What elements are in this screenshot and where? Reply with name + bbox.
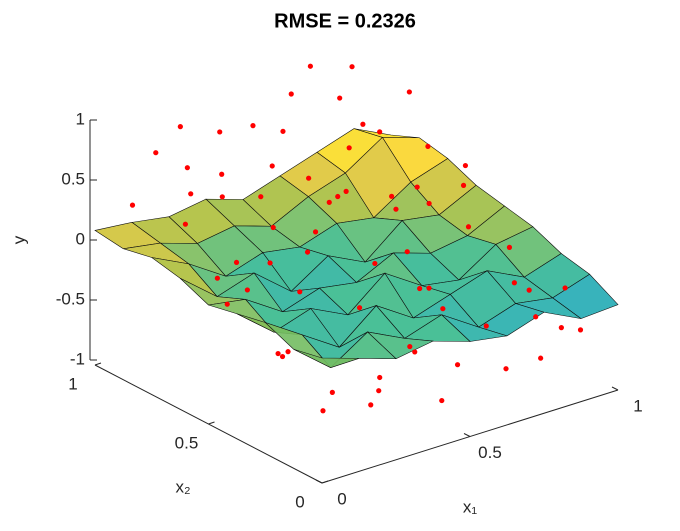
data-point: [406, 89, 412, 95]
data-point: [304, 249, 311, 255]
data-point: [258, 194, 264, 200]
data-point: [184, 165, 190, 171]
data-point: [250, 123, 256, 129]
data-point: [153, 150, 159, 156]
y-axis-label: x₂: [175, 477, 190, 496]
z-tick-label: 1: [76, 109, 85, 128]
z-tick-label: 0: [76, 229, 85, 248]
y-tick-label: 0.5: [175, 433, 199, 452]
z-tick-label: 0.5: [61, 169, 85, 188]
y-tick-label: 0: [295, 492, 304, 511]
data-point: [426, 200, 432, 207]
data-point: [270, 224, 276, 231]
y-tick: [321, 480, 329, 484]
data-point: [412, 349, 418, 355]
data-point: [244, 287, 250, 293]
data-point: [440, 306, 446, 312]
data-point: [407, 343, 413, 350]
data-point: [526, 287, 532, 293]
data-point: [368, 402, 374, 408]
data-point: [219, 171, 225, 177]
data-point: [376, 388, 382, 394]
data-point: [503, 366, 509, 372]
data-point: [511, 280, 517, 286]
x-tick: [463, 433, 471, 437]
data-point: [267, 260, 273, 266]
data-point: [425, 143, 431, 150]
data-point: [414, 184, 420, 190]
z-tick-label: -1: [70, 349, 85, 368]
z-axis-label: y: [9, 235, 28, 244]
data-point: [454, 362, 461, 368]
data-point: [558, 325, 564, 331]
data-point: [326, 199, 332, 205]
x-tick-label: 0: [337, 489, 346, 508]
x-tick-label: 0.5: [478, 443, 502, 462]
data-point: [426, 285, 432, 291]
data-point: [297, 289, 303, 295]
data-point: [343, 188, 349, 194]
data-point: [312, 229, 319, 235]
data-point: [217, 129, 223, 135]
data-point: [182, 221, 188, 227]
data-point: [188, 191, 194, 197]
data-point: [329, 389, 335, 395]
data-point: [349, 64, 355, 70]
data-point: [404, 249, 410, 255]
data-point: [506, 244, 513, 250]
z-tick-label: -0.5: [56, 289, 85, 308]
data-point: [214, 275, 220, 281]
x-tick: [315, 479, 323, 484]
surface-face: [293, 348, 360, 368]
data-point: [224, 301, 230, 307]
data-point: [320, 408, 326, 414]
x-axis-label: x₁: [463, 497, 478, 516]
data-point: [177, 124, 183, 130]
data-point: [288, 91, 294, 97]
data-point: [417, 285, 423, 292]
data-point: [393, 206, 399, 212]
data-point: [337, 95, 343, 101]
x-tick: [611, 386, 619, 391]
x-tick-label: 1: [633, 396, 642, 415]
data-point: [307, 63, 313, 69]
data-point: [219, 194, 225, 200]
data-point: [465, 224, 472, 230]
data-point: [562, 285, 568, 291]
data-point: [577, 327, 584, 333]
data-point: [439, 397, 445, 404]
data-point: [335, 193, 341, 200]
data-point: [377, 374, 383, 381]
y-tick: [208, 421, 215, 425]
data-point: [483, 323, 489, 329]
data-point: [372, 260, 378, 267]
data-point: [280, 128, 286, 134]
data-point: [356, 305, 363, 311]
data-point: [462, 162, 469, 169]
data-point: [460, 182, 467, 188]
data-point: [360, 121, 366, 127]
data-point: [538, 355, 544, 361]
data-point: [285, 349, 291, 355]
data-point: [275, 350, 281, 357]
data-point: [269, 163, 275, 169]
data-point: [233, 259, 240, 266]
y-tick: [94, 362, 102, 366]
data-point: [306, 175, 312, 181]
y-tick-label: 1: [68, 374, 77, 393]
data-point: [279, 353, 286, 360]
data-point: [129, 202, 136, 208]
chart-title: RMSE = 0.2326: [274, 10, 416, 32]
data-point: [377, 129, 383, 135]
data-point: [346, 145, 352, 151]
data-point: [389, 193, 395, 199]
data-point: [533, 314, 539, 320]
